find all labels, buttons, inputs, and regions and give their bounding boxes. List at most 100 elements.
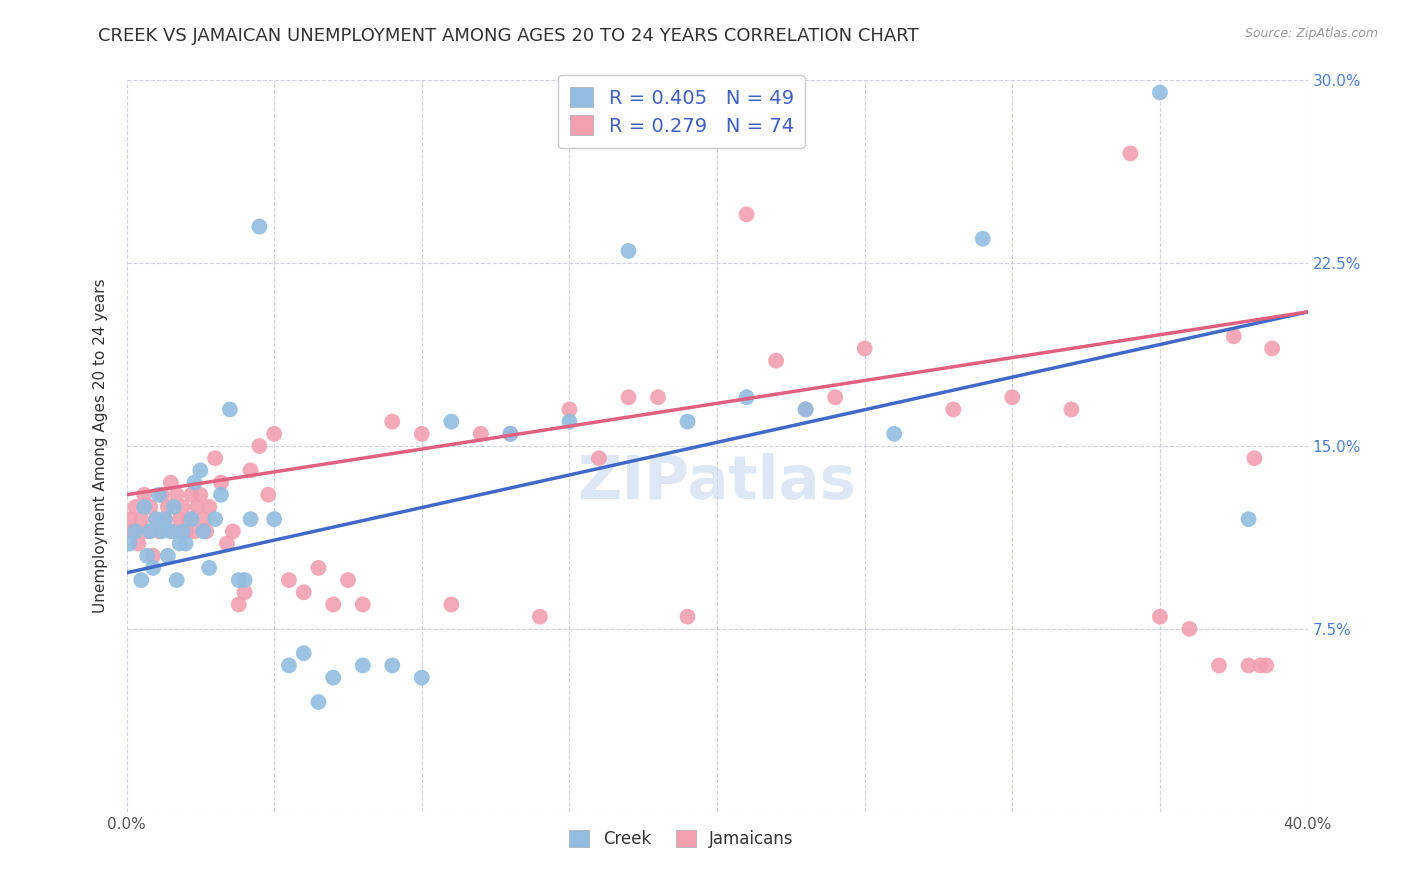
Point: [124, 500, 146, 514]
Point: [136, 524, 159, 539]
Point: [853, 342, 876, 356]
Legend: Creek, Jamaicans: Creek, Jamaicans: [562, 823, 800, 855]
Point: [193, 512, 215, 526]
Point: [219, 402, 242, 417]
Point: [558, 415, 581, 429]
Point: [142, 561, 165, 575]
Text: ZIPatlas: ZIPatlas: [578, 453, 856, 512]
Point: [706, 134, 728, 148]
Point: [676, 415, 699, 429]
Point: [198, 500, 221, 514]
Point: [381, 658, 404, 673]
Point: [148, 524, 170, 539]
Point: [160, 475, 183, 490]
Point: [163, 500, 186, 514]
Point: [136, 549, 159, 563]
Point: [195, 524, 218, 539]
Point: [150, 524, 173, 539]
Point: [352, 598, 374, 612]
Point: [292, 585, 315, 599]
Point: [153, 512, 176, 526]
Point: [204, 512, 226, 526]
Point: [183, 475, 205, 490]
Point: [440, 598, 463, 612]
Point: [121, 524, 143, 539]
Point: [617, 244, 640, 258]
Point: [794, 402, 817, 417]
Point: [228, 573, 250, 587]
Point: [172, 524, 194, 539]
Point: [145, 512, 167, 526]
Point: [470, 426, 492, 441]
Point: [174, 536, 197, 550]
Point: [188, 463, 212, 477]
Point: [352, 658, 374, 673]
Point: [118, 536, 141, 550]
Point: [263, 426, 285, 441]
Point: [204, 451, 226, 466]
Point: [228, 598, 250, 612]
Point: [1237, 658, 1260, 673]
Point: [883, 426, 905, 441]
Point: [233, 573, 256, 587]
Point: [166, 573, 188, 587]
Point: [308, 561, 330, 575]
Point: [249, 439, 271, 453]
Point: [180, 488, 202, 502]
Point: [1223, 329, 1246, 343]
Point: [166, 488, 188, 502]
Point: [558, 402, 581, 417]
Point: [153, 512, 176, 526]
Point: [1243, 451, 1265, 466]
Point: [765, 353, 787, 368]
Point: [142, 549, 165, 563]
Point: [972, 232, 994, 246]
Point: [499, 426, 522, 441]
Point: [676, 609, 699, 624]
Point: [129, 512, 153, 526]
Point: [381, 415, 404, 429]
Point: [1208, 658, 1230, 673]
Point: [239, 463, 262, 477]
Point: [278, 573, 301, 587]
Point: [1149, 609, 1171, 624]
Point: [322, 671, 344, 685]
Point: [139, 500, 162, 514]
Point: [127, 536, 149, 550]
Point: [156, 549, 179, 563]
Point: [1237, 512, 1260, 526]
Point: [222, 524, 245, 539]
Point: [588, 451, 610, 466]
Point: [263, 512, 285, 526]
Point: [169, 512, 191, 526]
Point: [499, 426, 522, 441]
Point: [735, 207, 758, 221]
Point: [183, 524, 205, 539]
Point: [249, 219, 271, 234]
Point: [186, 500, 208, 514]
Point: [156, 500, 179, 514]
Point: [824, 390, 846, 404]
Point: [139, 524, 162, 539]
Point: [233, 585, 256, 599]
Point: [1178, 622, 1201, 636]
Y-axis label: Unemployment Among Ages 20 to 24 years: Unemployment Among Ages 20 to 24 years: [93, 278, 108, 614]
Point: [177, 512, 200, 526]
Point: [134, 488, 156, 502]
Point: [278, 658, 301, 673]
Point: [617, 390, 640, 404]
Point: [169, 536, 191, 550]
Point: [209, 488, 232, 502]
Point: [1256, 658, 1278, 673]
Point: [145, 512, 167, 526]
Point: [292, 646, 315, 660]
Point: [180, 512, 202, 526]
Point: [257, 488, 280, 502]
Point: [134, 500, 156, 514]
Point: [129, 573, 153, 587]
Point: [193, 524, 215, 539]
Point: [411, 426, 433, 441]
Point: [188, 488, 212, 502]
Text: Source: ZipAtlas.com: Source: ZipAtlas.com: [1244, 27, 1378, 40]
Point: [1261, 342, 1284, 356]
